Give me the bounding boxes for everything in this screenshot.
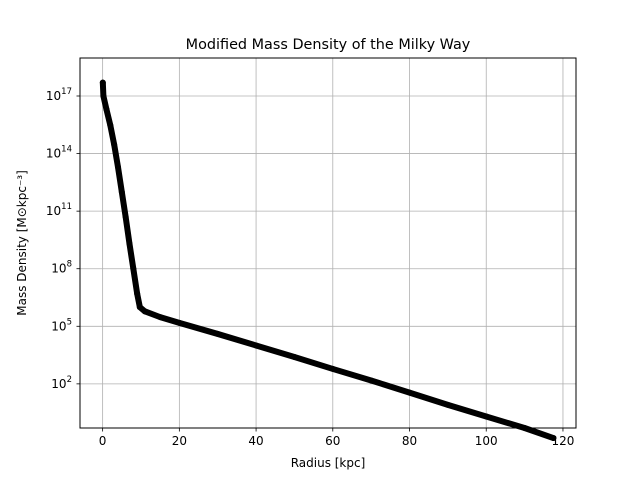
x-axis: 0 20 40 60 80 100 120 <box>99 428 575 448</box>
data-point <box>122 213 129 220</box>
data-point <box>136 304 143 311</box>
plot-frame <box>79 57 577 429</box>
data-point <box>176 319 183 326</box>
data-point <box>126 240 133 247</box>
data-point <box>130 265 137 272</box>
series-line <box>99 79 557 442</box>
y-tick-label: 1011 <box>46 202 72 218</box>
data-point <box>114 163 121 170</box>
data-point <box>100 93 107 99</box>
y-tick-label: 108 <box>51 260 72 276</box>
data-point <box>329 365 336 372</box>
data-point <box>157 314 164 321</box>
data-point <box>107 122 114 129</box>
y-tick-label: 105 <box>51 317 72 333</box>
data-point <box>99 79 106 86</box>
data-point <box>550 435 557 442</box>
data-point <box>214 330 221 337</box>
x-tick-label: 0 <box>99 434 107 448</box>
data-point <box>134 290 141 297</box>
x-tick-label: 120 <box>552 434 575 448</box>
x-tick-label: 80 <box>402 434 417 448</box>
y-tick-label: 102 <box>51 375 72 391</box>
data-point <box>444 401 451 408</box>
data-point <box>368 377 375 384</box>
x-tick-label: 60 <box>325 434 340 448</box>
y-axis: 102 105 108 1011 1014 1017 <box>46 87 80 391</box>
x-tick-label: 100 <box>475 434 498 448</box>
data-point <box>103 106 110 113</box>
x-axis-label: Radius [kpc] <box>291 456 366 470</box>
y-tick-label: 1017 <box>46 87 72 103</box>
data-point <box>141 308 148 315</box>
y-axis-label: Mass Density [M⊙kpc⁻³] <box>15 170 29 316</box>
y-tick-label: 1014 <box>46 145 72 161</box>
series-path <box>99 79 557 442</box>
x-tick-label: 40 <box>248 434 263 448</box>
data-point <box>253 342 260 349</box>
data-point <box>483 413 490 420</box>
grid <box>80 58 576 428</box>
x-tick-label: 20 <box>172 434 187 448</box>
chart-title: Modified Mass Density of the Milky Way <box>186 37 471 53</box>
data-point <box>291 354 298 361</box>
data-point <box>111 141 118 148</box>
data-point <box>118 188 125 195</box>
data-point <box>406 389 413 396</box>
